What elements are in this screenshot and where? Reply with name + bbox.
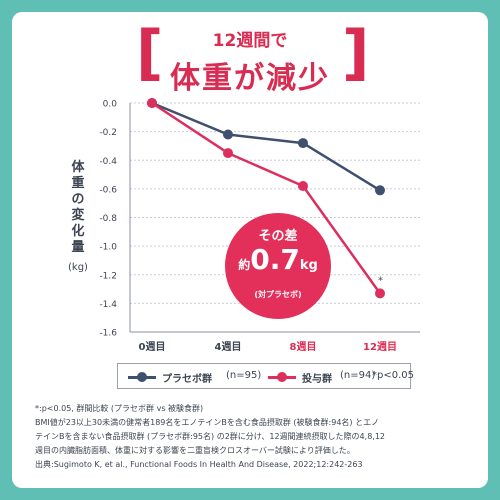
x-tick-label: 8週目	[290, 341, 317, 353]
footnote-method-3: 週目の内臓脂肪面積、体重に対する影響を二重盲検クロスオーバー試験により評価した。	[35, 446, 355, 455]
footnote-source: 出典:Sugimoto K, et al., Functional Foods …	[35, 460, 363, 469]
legend-significance: *p<0.05	[372, 370, 414, 381]
placebo-data-point	[375, 185, 385, 196]
headline-title: 体重が減少	[170, 61, 330, 96]
chart-legend: プラセボ群 (n=95) 投与群 (n=94) *p<0.05	[117, 363, 414, 389]
placebo-series-line	[151, 101, 381, 192]
callout-heading: その差	[258, 229, 298, 244]
y-axis-label: 体重の変化量	[71, 160, 85, 255]
treatment-data-point	[375, 288, 385, 299]
y-tick-label: -1.6	[99, 329, 117, 339]
headline-subtitle: 12週間で	[212, 31, 288, 51]
callout-unit: kg	[299, 258, 318, 273]
y-tick-label: 0.0	[103, 100, 118, 110]
callout-value: 0.7	[250, 243, 300, 276]
callout-prefix: 約	[238, 258, 251, 272]
x-tick-label: 12週目	[363, 341, 397, 353]
significance-mark: *	[378, 275, 383, 286]
legend-placebo-n: (n=95)	[226, 370, 262, 381]
footnote-significance: *:p<0.05, 群間比較 (プラセボ群 vs 被験食群)	[35, 404, 204, 413]
legend-treatment-n: (n=94)	[340, 370, 376, 381]
y-tick-label: -0.6	[99, 185, 117, 195]
y-tick-label: -0.2	[99, 128, 117, 138]
y-tick-label: -0.4	[99, 157, 117, 167]
callout-value-line: 約0.7kg	[225, 243, 331, 276]
title-bracket-left: [	[136, 18, 164, 88]
x-tick-label: 4週目	[215, 341, 242, 353]
y-axis-unit: (kg)	[68, 262, 88, 273]
treatment-series-line	[151, 101, 382, 295]
treatment-data-point	[223, 148, 233, 159]
footnote-method-2: テインBを含まない食品摂取群 (プラセボ群:95名) の2群に分け、12週間連続…	[35, 432, 386, 441]
legend-placebo-label: プラセボ群	[162, 374, 212, 385]
y-tick-label: -0.8	[99, 214, 117, 224]
difference-callout: その差 約0.7kg (対プラセボ)	[225, 213, 331, 319]
footnotes: *:p<0.05, 群間比較 (プラセボ群 vs 被験食群) BMI値が23以上…	[35, 402, 475, 472]
legend-treatment-label: 投与群	[302, 374, 332, 385]
y-tick-label: -1.0	[99, 243, 117, 253]
y-tick-label: -1.2	[99, 271, 117, 281]
placebo-data-point	[298, 138, 308, 149]
treatment-data-point	[147, 98, 157, 108]
x-tick-label: 0週目	[139, 341, 166, 353]
treatment-data-point	[298, 181, 308, 192]
legend-treatment-marker	[277, 372, 287, 382]
legend-placebo-marker	[137, 372, 147, 382]
title-bracket-right: ]	[342, 18, 370, 88]
footnote-method-1: BMI値が23以上30未満の健常者189名をエノテインBを含む食品摂取群 (被験…	[35, 418, 380, 427]
y-tick-label: -1.4	[99, 300, 117, 310]
placebo-data-point	[223, 129, 233, 140]
callout-note: (対プラセボ)	[254, 290, 302, 299]
